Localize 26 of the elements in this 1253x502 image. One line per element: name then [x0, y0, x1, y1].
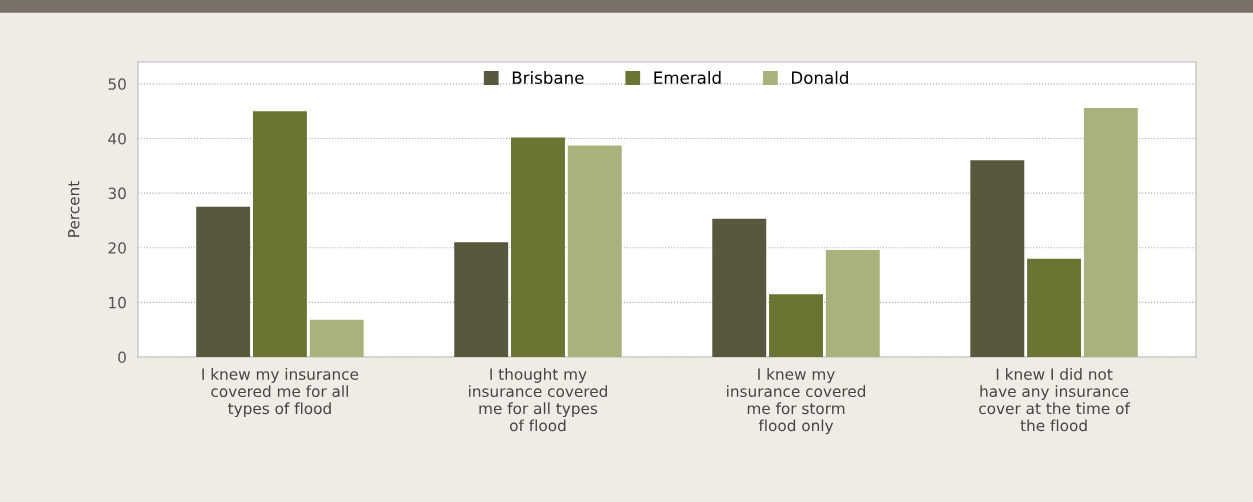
bar	[567, 145, 622, 357]
y-tick-label: 0	[118, 351, 126, 364]
bar	[511, 137, 565, 357]
x-tick-label: I knew my insurance covered me for all types of flood	[202, 368, 359, 418]
bar	[825, 249, 880, 357]
y-tick-label: 30	[108, 187, 126, 200]
bar	[196, 206, 251, 357]
bar	[252, 111, 307, 357]
y-tick-label: 20	[108, 242, 126, 254]
bar	[1027, 258, 1082, 357]
bar	[769, 294, 823, 357]
y-tick-label: 50	[108, 78, 126, 90]
legend-label: Emerald	[654, 71, 721, 84]
legend-label: Donald	[792, 71, 848, 84]
bar	[970, 160, 1025, 357]
x-tick-label: I thought my insurance covered me for all types of flood	[469, 368, 607, 432]
y-tick-label: 10	[109, 296, 126, 309]
x-tick-label: I knew I did not have any insurance cover at the time of the flood	[979, 368, 1131, 432]
legend-label: Brisbane	[512, 71, 584, 84]
bar	[309, 319, 364, 357]
bar	[712, 218, 767, 357]
x-tick-label: I knew my insurance covered me for storm flood only	[727, 368, 866, 435]
y-axis-title: Percent	[68, 181, 80, 237]
bar	[454, 242, 509, 357]
y-tick-label: 40	[108, 132, 126, 145]
bar	[1083, 107, 1138, 357]
